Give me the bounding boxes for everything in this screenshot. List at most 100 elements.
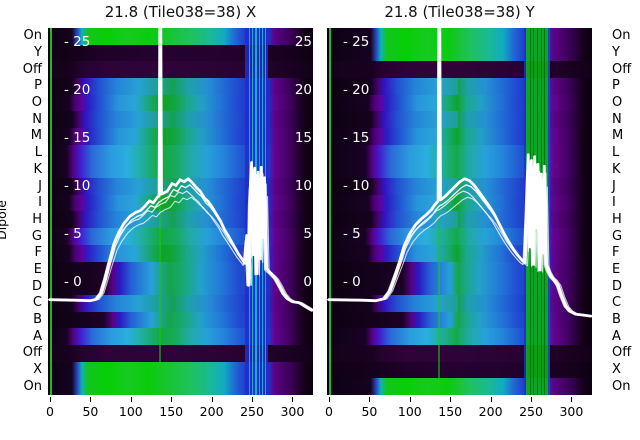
x-tick-label: 250 xyxy=(240,404,264,419)
row-label-left-e: E xyxy=(33,261,42,277)
inner-ytick: - 25 xyxy=(64,33,91,50)
row-label-right-x: X xyxy=(612,362,621,377)
x-tick-label: 150 xyxy=(159,404,184,419)
spectrum-trace xyxy=(327,28,592,318)
x-tick xyxy=(211,397,213,402)
row-label-right-on: On xyxy=(612,28,631,44)
x-tick-label: 300 xyxy=(559,404,584,419)
row-label-left-x: X xyxy=(33,362,42,377)
row-label-right-b: B xyxy=(612,311,621,327)
row-label-right-off: Off xyxy=(612,345,632,361)
spectrum-overlay-X xyxy=(48,28,313,312)
row-label-right-h: H xyxy=(612,211,622,227)
row-label-left-j: J xyxy=(38,178,42,194)
row-label-right-i: I xyxy=(612,195,616,211)
row-label-left-on: On xyxy=(23,28,42,44)
inner-ytick: - 5 xyxy=(64,225,82,242)
inner-ytick: - 20 xyxy=(343,81,370,98)
row-label-right-n: N xyxy=(612,111,622,127)
x-tick xyxy=(252,397,253,402)
panel-y-title: 21.8 (Tile038=38) Y xyxy=(384,3,535,21)
row-label-left-k: K xyxy=(33,161,42,177)
x-tick xyxy=(50,397,51,402)
panel-x-title: 21.8 (Tile038=38) X xyxy=(104,3,257,21)
row-label-right-o: O xyxy=(612,95,623,111)
row-label-right-g: G xyxy=(612,228,623,244)
x-tick xyxy=(450,397,452,402)
row-label-left-y: Y xyxy=(34,45,42,60)
row-label-right-f: F xyxy=(612,245,620,261)
inner-ytick-right: 20 xyxy=(294,81,312,98)
row-label-left-o: O xyxy=(31,95,42,111)
x-tick-label: 200 xyxy=(478,404,503,419)
x-tick xyxy=(130,397,132,402)
x-tick xyxy=(531,397,532,402)
x-tick-label: 200 xyxy=(199,404,224,419)
row-label-left-i: I xyxy=(38,195,42,211)
x-tick-label: 50 xyxy=(361,404,378,419)
row-label-left-off: Off xyxy=(22,61,42,77)
row-label-right-p: P xyxy=(612,78,620,94)
x-tick xyxy=(571,397,573,402)
inner-ytick: - 10 xyxy=(343,177,370,194)
rfi-stripe xyxy=(438,28,440,395)
row-label-left-c: C xyxy=(32,295,42,311)
row-label-right-m: M xyxy=(612,128,624,144)
x-tick xyxy=(292,397,294,402)
inner-ytick: - 20 xyxy=(64,81,91,98)
heatmap-panel-x: - 25 - 20 - 15 - 10 - 5 - 0 25 20 15 10 5 0 xyxy=(48,28,313,395)
spectrum-trace xyxy=(327,169,590,317)
x-tick xyxy=(490,397,492,402)
row-label-left-on: On xyxy=(23,378,42,394)
x-tick xyxy=(90,397,92,402)
row-label-right-a: A xyxy=(612,328,621,344)
row-label-left-a: A xyxy=(33,328,42,344)
row-label-left-n: N xyxy=(32,111,42,127)
row-label-right-e: E xyxy=(612,261,621,277)
inner-ytick: - 25 xyxy=(343,33,370,50)
inner-ytick: - 15 xyxy=(64,129,91,146)
rfi-stripe xyxy=(328,28,331,395)
row-label-left-g: G xyxy=(31,228,42,244)
x-tick xyxy=(171,397,173,402)
inner-ytick-right: 5 xyxy=(303,225,312,242)
x-tick-label: 100 xyxy=(118,404,143,419)
inner-ytick: - 15 xyxy=(343,129,370,146)
inner-ytick: - 5 xyxy=(343,225,361,242)
heatmap-panel-y: - 25 - 20 - 15 - 10 - 5 - 0 xyxy=(327,28,592,395)
inner-ytick: - 0 xyxy=(64,273,82,290)
x-tick-label: 0 xyxy=(46,404,54,419)
inner-ytick-right: 0 xyxy=(303,273,312,290)
row-label-right-k: K xyxy=(612,161,621,177)
row-label-left-h: H xyxy=(32,211,42,227)
rfi-stripe xyxy=(159,28,161,395)
inner-ytick: - 10 xyxy=(64,177,91,194)
row-label-right-off: Off xyxy=(612,61,632,77)
row-label-right-y: Y xyxy=(612,45,620,60)
row-label-right-on: On xyxy=(612,378,631,394)
row-label-left-f: F xyxy=(34,245,42,261)
spectrum-trace xyxy=(48,28,313,312)
row-label-right-j: J xyxy=(612,178,616,194)
inner-ytick-right: 10 xyxy=(294,177,312,194)
rfi-stripe xyxy=(49,28,52,395)
x-tick-label: 300 xyxy=(280,404,305,419)
spectrum-trace xyxy=(52,183,313,310)
x-tick-label: 0 xyxy=(325,404,333,419)
inner-ytick-right: 15 xyxy=(294,129,312,146)
x-tick-label: 100 xyxy=(397,404,422,419)
x-tick-label: 50 xyxy=(82,404,99,419)
row-label-left-off: Off xyxy=(22,345,42,361)
spectrum-trace xyxy=(329,161,592,317)
inner-ytick-right: 25 xyxy=(294,33,312,50)
x-tick xyxy=(369,397,371,402)
spectrum-overlay-Y xyxy=(327,28,592,318)
row-label-left-b: B xyxy=(33,311,42,327)
row-label-right-l: L xyxy=(612,145,620,161)
x-tick-label: 250 xyxy=(519,404,543,419)
spectrum-trace xyxy=(50,168,313,311)
spectrum-trace xyxy=(48,176,311,311)
row-label-left-l: L xyxy=(34,145,42,161)
x-tick xyxy=(329,397,330,402)
